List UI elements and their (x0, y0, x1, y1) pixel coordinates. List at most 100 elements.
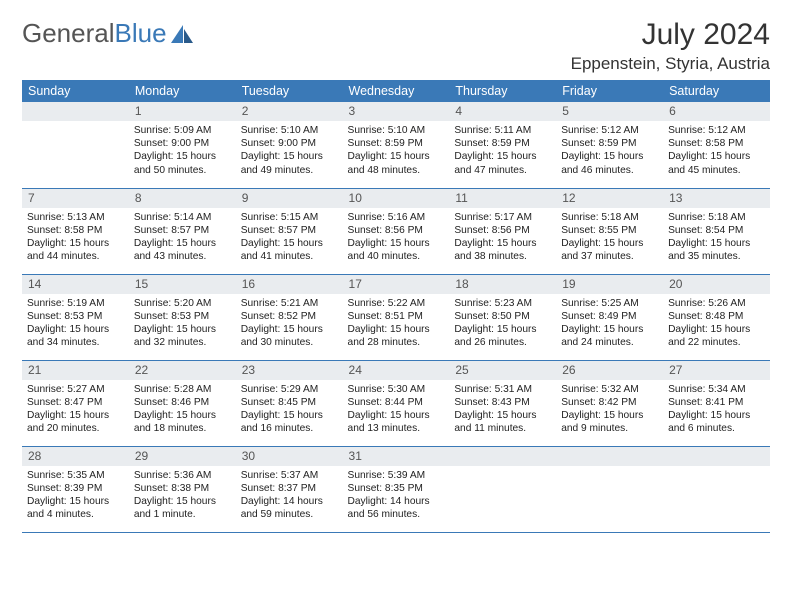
day-header: Friday (556, 80, 663, 102)
calendar-cell: 18Sunrise: 5:23 AMSunset: 8:50 PMDayligh… (449, 274, 556, 360)
day-content: Sunrise: 5:15 AMSunset: 8:57 PMDaylight:… (236, 208, 343, 267)
day-content: Sunrise: 5:29 AMSunset: 8:45 PMDaylight:… (236, 380, 343, 439)
day-number: 9 (236, 189, 343, 208)
day-content: Sunrise: 5:35 AMSunset: 8:39 PMDaylight:… (22, 466, 129, 525)
daylight-line: Daylight: 15 hours and 28 minutes. (348, 323, 445, 349)
sunrise-line: Sunrise: 5:11 AM (454, 124, 551, 137)
sunrise-line: Sunrise: 5:32 AM (561, 383, 658, 396)
sunset-line: Sunset: 8:59 PM (561, 137, 658, 150)
day-number: 10 (343, 189, 450, 208)
day-number: 21 (22, 361, 129, 380)
day-number: 18 (449, 275, 556, 294)
day-content: Sunrise: 5:21 AMSunset: 8:52 PMDaylight:… (236, 294, 343, 353)
sunset-line: Sunset: 8:48 PM (668, 310, 765, 323)
sunrise-line: Sunrise: 5:28 AM (134, 383, 231, 396)
day-content: Sunrise: 5:36 AMSunset: 8:38 PMDaylight:… (129, 466, 236, 525)
daylight-line: Daylight: 15 hours and 22 minutes. (668, 323, 765, 349)
daylight-line: Daylight: 15 hours and 41 minutes. (241, 237, 338, 263)
calendar-cell: 12Sunrise: 5:18 AMSunset: 8:55 PMDayligh… (556, 188, 663, 274)
sunset-line: Sunset: 9:00 PM (134, 137, 231, 150)
day-content: Sunrise: 5:16 AMSunset: 8:56 PMDaylight:… (343, 208, 450, 267)
sunrise-line: Sunrise: 5:18 AM (668, 211, 765, 224)
sunset-line: Sunset: 8:59 PM (454, 137, 551, 150)
day-header: Saturday (663, 80, 770, 102)
calendar-cell (449, 446, 556, 532)
sunrise-line: Sunrise: 5:16 AM (348, 211, 445, 224)
daylight-line: Daylight: 15 hours and 40 minutes. (348, 237, 445, 263)
sunset-line: Sunset: 8:59 PM (348, 137, 445, 150)
sunset-line: Sunset: 8:51 PM (348, 310, 445, 323)
daylight-line: Daylight: 15 hours and 20 minutes. (27, 409, 124, 435)
sunset-line: Sunset: 8:58 PM (668, 137, 765, 150)
sunset-line: Sunset: 8:55 PM (561, 224, 658, 237)
sunrise-line: Sunrise: 5:09 AM (134, 124, 231, 137)
day-content: Sunrise: 5:17 AMSunset: 8:56 PMDaylight:… (449, 208, 556, 267)
calendar-week-row: 1Sunrise: 5:09 AMSunset: 9:00 PMDaylight… (22, 102, 770, 188)
day-content: Sunrise: 5:37 AMSunset: 8:37 PMDaylight:… (236, 466, 343, 525)
day-number: 31 (343, 447, 450, 466)
sunset-line: Sunset: 8:54 PM (668, 224, 765, 237)
sunrise-line: Sunrise: 5:35 AM (27, 469, 124, 482)
sunrise-line: Sunrise: 5:36 AM (134, 469, 231, 482)
day-content: Sunrise: 5:10 AMSunset: 8:59 PMDaylight:… (343, 121, 450, 180)
sunrise-line: Sunrise: 5:14 AM (134, 211, 231, 224)
daylight-line: Daylight: 15 hours and 16 minutes. (241, 409, 338, 435)
sunset-line: Sunset: 8:49 PM (561, 310, 658, 323)
logo: GeneralBlue (22, 18, 195, 49)
daylight-line: Daylight: 15 hours and 11 minutes. (454, 409, 551, 435)
day-content: Sunrise: 5:23 AMSunset: 8:50 PMDaylight:… (449, 294, 556, 353)
calendar-cell: 27Sunrise: 5:34 AMSunset: 8:41 PMDayligh… (663, 360, 770, 446)
sunset-line: Sunset: 8:53 PM (134, 310, 231, 323)
calendar-cell: 2Sunrise: 5:10 AMSunset: 9:00 PMDaylight… (236, 102, 343, 188)
sunrise-line: Sunrise: 5:22 AM (348, 297, 445, 310)
calendar-cell: 3Sunrise: 5:10 AMSunset: 8:59 PMDaylight… (343, 102, 450, 188)
sunset-line: Sunset: 8:42 PM (561, 396, 658, 409)
sunrise-line: Sunrise: 5:30 AM (348, 383, 445, 396)
day-content: Sunrise: 5:30 AMSunset: 8:44 PMDaylight:… (343, 380, 450, 439)
calendar-cell: 9Sunrise: 5:15 AMSunset: 8:57 PMDaylight… (236, 188, 343, 274)
day-number: 27 (663, 361, 770, 380)
calendar-cell: 4Sunrise: 5:11 AMSunset: 8:59 PMDaylight… (449, 102, 556, 188)
day-number: 24 (343, 361, 450, 380)
daylight-line: Daylight: 15 hours and 49 minutes. (241, 150, 338, 176)
daylight-line: Daylight: 15 hours and 34 minutes. (27, 323, 124, 349)
day-content: Sunrise: 5:31 AMSunset: 8:43 PMDaylight:… (449, 380, 556, 439)
sunrise-line: Sunrise: 5:10 AM (241, 124, 338, 137)
day-content: Sunrise: 5:20 AMSunset: 8:53 PMDaylight:… (129, 294, 236, 353)
calendar-cell: 24Sunrise: 5:30 AMSunset: 8:44 PMDayligh… (343, 360, 450, 446)
calendar-body: 1Sunrise: 5:09 AMSunset: 9:00 PMDaylight… (22, 102, 770, 532)
sunset-line: Sunset: 8:43 PM (454, 396, 551, 409)
calendar-cell: 19Sunrise: 5:25 AMSunset: 8:49 PMDayligh… (556, 274, 663, 360)
calendar-cell: 23Sunrise: 5:29 AMSunset: 8:45 PMDayligh… (236, 360, 343, 446)
sunrise-line: Sunrise: 5:13 AM (27, 211, 124, 224)
day-number: 16 (236, 275, 343, 294)
day-number: 13 (663, 189, 770, 208)
calendar-cell: 16Sunrise: 5:21 AMSunset: 8:52 PMDayligh… (236, 274, 343, 360)
day-number: 11 (449, 189, 556, 208)
calendar-cell: 11Sunrise: 5:17 AMSunset: 8:56 PMDayligh… (449, 188, 556, 274)
sunrise-line: Sunrise: 5:25 AM (561, 297, 658, 310)
calendar-cell: 13Sunrise: 5:18 AMSunset: 8:54 PMDayligh… (663, 188, 770, 274)
sunset-line: Sunset: 8:57 PM (241, 224, 338, 237)
calendar-week-row: 28Sunrise: 5:35 AMSunset: 8:39 PMDayligh… (22, 446, 770, 532)
logo-text-gray: General (22, 18, 115, 49)
day-content: Sunrise: 5:28 AMSunset: 8:46 PMDaylight:… (129, 380, 236, 439)
sunset-line: Sunset: 8:56 PM (454, 224, 551, 237)
sunrise-line: Sunrise: 5:17 AM (454, 211, 551, 224)
calendar-cell: 6Sunrise: 5:12 AMSunset: 8:58 PMDaylight… (663, 102, 770, 188)
daylight-line: Daylight: 14 hours and 59 minutes. (241, 495, 338, 521)
calendar-cell: 10Sunrise: 5:16 AMSunset: 8:56 PMDayligh… (343, 188, 450, 274)
calendar-cell: 7Sunrise: 5:13 AMSunset: 8:58 PMDaylight… (22, 188, 129, 274)
sunset-line: Sunset: 8:56 PM (348, 224, 445, 237)
calendar-week-row: 7Sunrise: 5:13 AMSunset: 8:58 PMDaylight… (22, 188, 770, 274)
daylight-line: Daylight: 15 hours and 1 minute. (134, 495, 231, 521)
sunrise-line: Sunrise: 5:18 AM (561, 211, 658, 224)
daylight-line: Daylight: 15 hours and 24 minutes. (561, 323, 658, 349)
day-header: Wednesday (343, 80, 450, 102)
location-text: Eppenstein, Styria, Austria (571, 54, 770, 74)
day-content: Sunrise: 5:10 AMSunset: 9:00 PMDaylight:… (236, 121, 343, 180)
day-number: 4 (449, 102, 556, 121)
sunset-line: Sunset: 8:44 PM (348, 396, 445, 409)
day-content: Sunrise: 5:14 AMSunset: 8:57 PMDaylight:… (129, 208, 236, 267)
day-content: Sunrise: 5:32 AMSunset: 8:42 PMDaylight:… (556, 380, 663, 439)
